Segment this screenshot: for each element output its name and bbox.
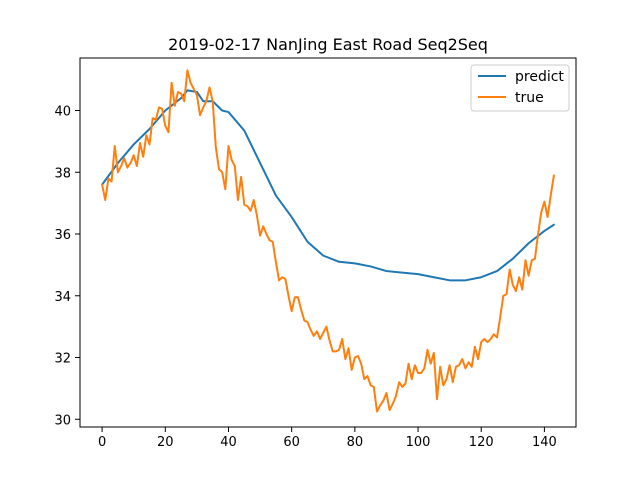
x-tick-label: 40: [220, 435, 237, 450]
y-tick-label: 40: [54, 104, 71, 119]
x-tick-label: 100: [406, 435, 431, 450]
plot-background: [80, 58, 576, 427]
x-tick-label: 140: [532, 435, 557, 450]
y-axis: 30 32 34 36 38 40: [54, 104, 80, 428]
x-tick-label: 80: [347, 435, 364, 450]
y-tick-label: 34: [54, 290, 71, 305]
x-tick-label: 60: [283, 435, 300, 450]
x-tick-label: 0: [98, 435, 106, 450]
plot-frame: [79, 57, 577, 428]
y-tick-label: 36: [54, 228, 71, 243]
y-tick-label: 32: [54, 352, 71, 367]
y-tick-label: 30: [54, 413, 71, 428]
y-tick-label: 38: [54, 166, 71, 181]
series-line-true: [101, 69, 555, 413]
x-tick-label: 20: [157, 435, 174, 450]
legend: predict true: [470, 64, 570, 112]
x-tick-label: 120: [469, 435, 494, 450]
x-axis: 0 20 40 60 80 100 120 140: [98, 427, 557, 450]
series-line-predict: [101, 89, 555, 282]
series-layer: [101, 69, 555, 413]
legend-label-predict: predict: [515, 69, 564, 85]
legend-label-true: true: [515, 90, 544, 106]
chart-title: 2019-02-17 NanJing East Road Seq2Seq: [168, 35, 488, 54]
